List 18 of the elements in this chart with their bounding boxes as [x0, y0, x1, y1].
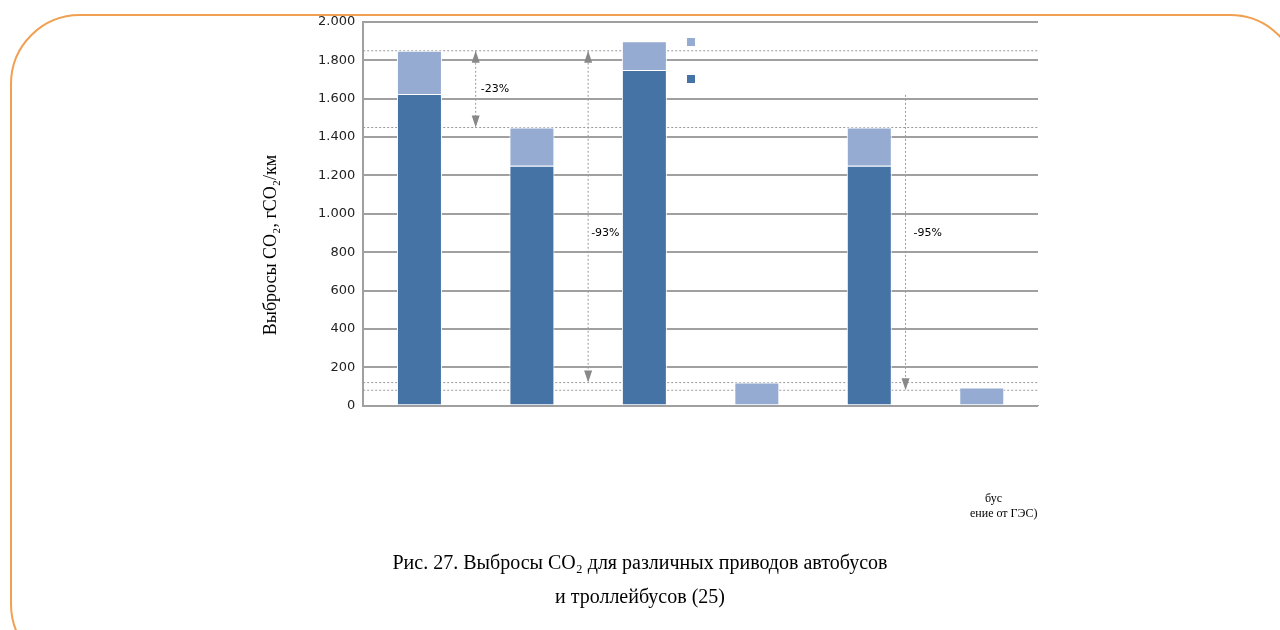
y-tick-label: 200	[330, 358, 356, 374]
text: бус	[985, 491, 1002, 506]
y-tick-label: 600	[330, 281, 356, 297]
y-tick-label: 2.000	[318, 13, 356, 29]
y-tick-label: 1.600	[318, 90, 356, 106]
y-tick-label: 800	[330, 243, 356, 259]
y-axis-title: Выбросы CO₂, гCO₂/км	[259, 154, 281, 336]
y-tick-label: 1.000	[318, 205, 356, 221]
text: ение от ГЭС)	[970, 506, 1038, 521]
y-tick-label: 1.800	[318, 51, 356, 67]
y-tick-label: 0	[346, 396, 356, 412]
y-tick-label: 1.400	[318, 128, 356, 144]
annotation: -23%	[480, 82, 510, 96]
annotation: -93%	[591, 225, 620, 239]
y-tick-label: 1.200	[318, 166, 356, 182]
annotation: -95%	[913, 225, 942, 239]
text: Рис. 27. Выбросы CO₂ для различных приводов автобусов и троллейбусов (25)	[391, 550, 889, 610]
y-tick-label: 400	[330, 320, 356, 336]
